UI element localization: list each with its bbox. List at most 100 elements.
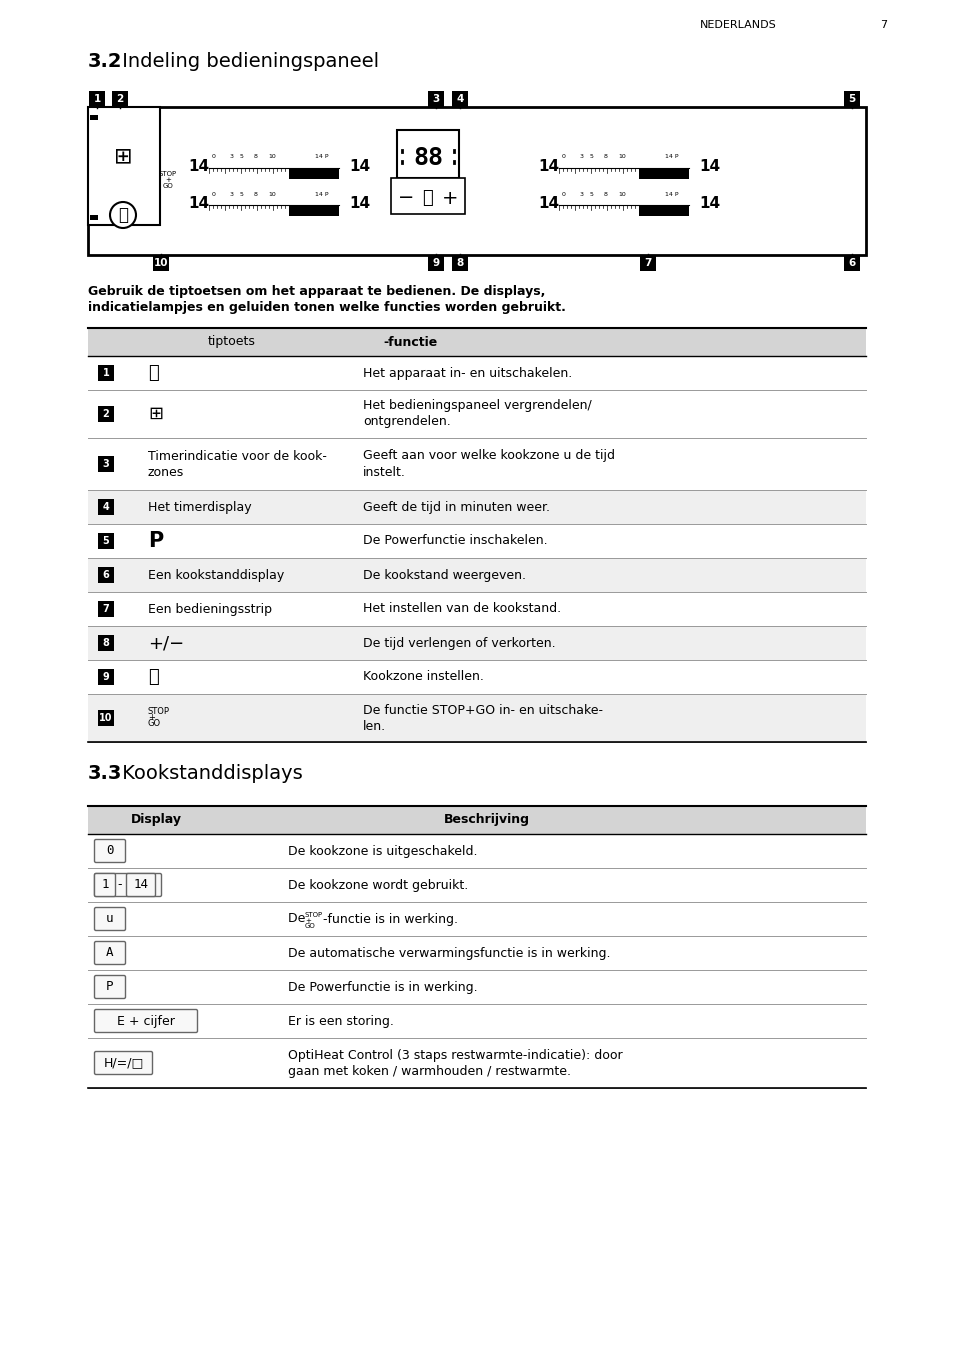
- Bar: [98, 602, 113, 617]
- Text: 14 P: 14 P: [314, 154, 329, 160]
- Bar: [88, 558, 865, 592]
- Text: P: P: [148, 531, 163, 552]
- Text: Geeft aan voor welke kookzone u de tijd: Geeft aan voor welke kookzone u de tijd: [363, 449, 615, 462]
- Bar: [639, 256, 656, 270]
- Bar: [88, 438, 865, 489]
- Bar: [88, 356, 865, 389]
- Bar: [88, 868, 865, 902]
- Text: 3: 3: [230, 154, 233, 160]
- Bar: [88, 936, 865, 969]
- Bar: [98, 710, 113, 726]
- Text: 8: 8: [253, 154, 257, 160]
- Text: 8: 8: [103, 638, 110, 648]
- Text: 2: 2: [116, 95, 124, 104]
- Text: 1: 1: [103, 368, 110, 379]
- FancyBboxPatch shape: [94, 873, 161, 896]
- Text: 8: 8: [603, 192, 607, 196]
- Bar: [88, 834, 865, 868]
- Text: STOP: STOP: [148, 707, 170, 717]
- Text: 5: 5: [847, 95, 855, 104]
- Text: Geeft de tijd in minuten weer.: Geeft de tijd in minuten weer.: [363, 500, 550, 514]
- Bar: [90, 115, 98, 120]
- Text: Een bedieningsstrip: Een bedieningsstrip: [148, 603, 272, 615]
- Text: -: -: [117, 879, 122, 891]
- FancyBboxPatch shape: [94, 1052, 152, 1075]
- Text: De functie STOP+GO in- en uitschake-: De functie STOP+GO in- en uitschake-: [363, 703, 602, 717]
- Text: Het instellen van de kookstand.: Het instellen van de kookstand.: [363, 603, 560, 615]
- Bar: [289, 206, 338, 215]
- Text: Er is een storing.: Er is een storing.: [288, 1014, 394, 1028]
- Text: 9: 9: [432, 258, 439, 268]
- Text: indicatielampjes en geluiden tonen welke functies worden gebruikt.: indicatielampjes en geluiden tonen welke…: [88, 301, 565, 314]
- Text: 14: 14: [699, 196, 720, 211]
- Text: 1: 1: [93, 95, 100, 104]
- Text: De automatische verwarmingsfunctie is in werking.: De automatische verwarmingsfunctie is in…: [288, 946, 610, 960]
- Text: 5: 5: [240, 192, 244, 196]
- Text: zones: zones: [148, 465, 184, 479]
- Text: 5: 5: [103, 535, 110, 546]
- Text: Display: Display: [131, 814, 182, 826]
- FancyBboxPatch shape: [127, 873, 155, 896]
- Text: 3: 3: [103, 458, 110, 469]
- Text: ontgrendelen.: ontgrendelen.: [363, 415, 450, 429]
- Bar: [88, 806, 865, 834]
- Text: STOP: STOP: [305, 913, 323, 918]
- Text: 8: 8: [603, 154, 607, 160]
- Text: OptiHeat Control (3 staps restwarmte-indicatie): door: OptiHeat Control (3 staps restwarmte-ind…: [288, 1049, 622, 1061]
- Bar: [391, 178, 464, 214]
- Text: ⊞: ⊞: [148, 406, 163, 423]
- Text: 14: 14: [188, 160, 209, 174]
- Text: +: +: [305, 918, 311, 923]
- Text: Ⓞ: Ⓞ: [118, 206, 128, 224]
- Text: 5: 5: [590, 192, 594, 196]
- Text: P: P: [106, 980, 113, 994]
- Text: 14: 14: [537, 160, 558, 174]
- Bar: [88, 902, 865, 936]
- Bar: [88, 1038, 865, 1088]
- Bar: [89, 91, 105, 107]
- Text: 3: 3: [579, 192, 583, 196]
- Text: De Powerfunctie is in werking.: De Powerfunctie is in werking.: [288, 980, 477, 994]
- Text: Kookzone instellen.: Kookzone instellen.: [363, 671, 483, 684]
- Text: 14: 14: [188, 196, 209, 211]
- Text: 1: 1: [101, 879, 109, 891]
- Text: A: A: [106, 946, 113, 960]
- Text: Het apparaat in- en uitschakelen.: Het apparaat in- en uitschakelen.: [363, 366, 572, 380]
- Text: 14: 14: [537, 196, 558, 211]
- Text: 10: 10: [618, 192, 625, 196]
- Text: 5: 5: [240, 154, 244, 160]
- Bar: [428, 256, 443, 270]
- Text: 0: 0: [561, 154, 565, 160]
- Text: instelt.: instelt.: [363, 465, 405, 479]
- Text: 3.2: 3.2: [88, 51, 122, 72]
- Bar: [98, 533, 113, 549]
- Bar: [152, 256, 169, 270]
- Bar: [98, 635, 113, 652]
- Text: 14: 14: [349, 160, 370, 174]
- Bar: [98, 566, 113, 583]
- Text: Timerindicatie voor de kook-: Timerindicatie voor de kook-: [148, 449, 327, 462]
- Text: 7: 7: [643, 258, 651, 268]
- Text: 14: 14: [349, 196, 370, 211]
- Bar: [88, 1005, 865, 1038]
- Text: 7: 7: [103, 604, 110, 614]
- Text: gaan met koken / warmhouden / restwarmte.: gaan met koken / warmhouden / restwarmte…: [288, 1064, 571, 1078]
- Bar: [289, 169, 338, 178]
- Bar: [88, 107, 160, 224]
- Text: −: −: [397, 188, 414, 207]
- Text: ⓘ: ⓘ: [148, 668, 158, 685]
- Text: 7: 7: [879, 20, 886, 30]
- FancyBboxPatch shape: [94, 873, 115, 896]
- Bar: [112, 91, 128, 107]
- Text: 6: 6: [103, 571, 110, 580]
- Text: 2: 2: [103, 410, 110, 419]
- Text: 14: 14: [699, 160, 720, 174]
- Bar: [639, 169, 688, 178]
- Text: 3: 3: [432, 95, 439, 104]
- Text: 3.3: 3.3: [88, 764, 122, 783]
- Text: Het bedieningspaneel vergrendelen/: Het bedieningspaneel vergrendelen/: [363, 399, 591, 412]
- Text: 10: 10: [268, 154, 275, 160]
- Bar: [639, 206, 688, 215]
- Bar: [452, 91, 468, 107]
- Bar: [98, 669, 113, 685]
